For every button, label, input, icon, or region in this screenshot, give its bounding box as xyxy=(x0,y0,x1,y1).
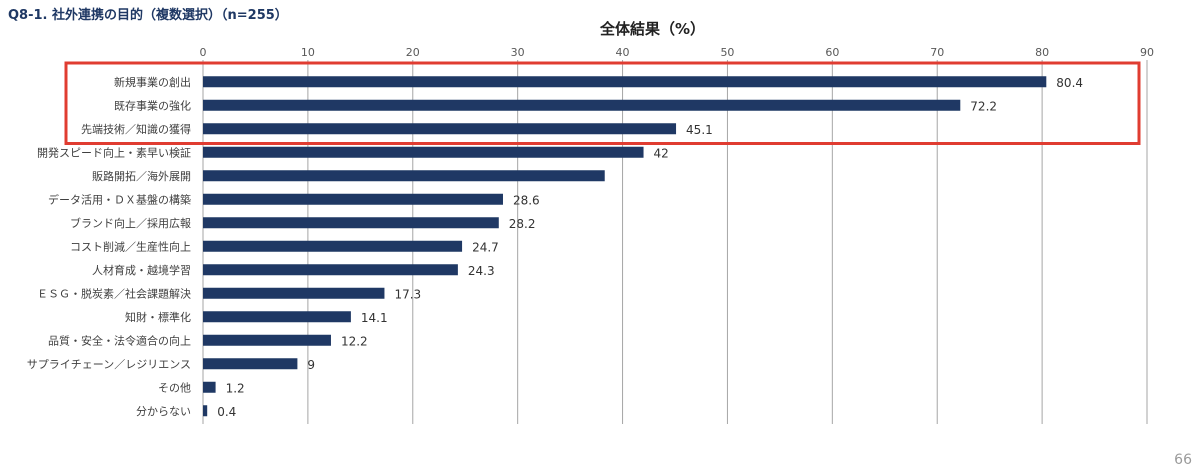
bar xyxy=(203,381,216,393)
category-label: その他 xyxy=(158,381,191,394)
grid-lines xyxy=(202,60,1148,424)
category-label: コスト削減／生産性向上 xyxy=(70,239,191,253)
value-label: 28.2 xyxy=(509,217,536,231)
category-label: 既存事業の強化 xyxy=(114,98,191,112)
bar xyxy=(203,76,1047,88)
category-label: 知財・標準化 xyxy=(125,310,191,324)
value-label: 24.7 xyxy=(472,240,499,254)
value-label: 17.3 xyxy=(394,287,421,301)
x-tick-label: 40 xyxy=(616,46,630,59)
bar xyxy=(203,311,351,323)
bar xyxy=(203,264,458,276)
x-axis-ticks: 0 10 20 30 40 50 60 70 80 90 xyxy=(200,46,1155,59)
category-label: 新規事業の創出 xyxy=(114,75,191,89)
value-label: 24.3 xyxy=(468,264,495,278)
bar xyxy=(203,146,644,158)
category-label: サプライチェーン／レジリエンス xyxy=(27,358,191,371)
x-tick-label: 50 xyxy=(720,46,734,59)
category-label: データ活用・ＤＸ基盤の構築 xyxy=(48,192,191,206)
category-label: ブランド向上／採用広報 xyxy=(70,216,191,230)
bars xyxy=(203,76,1047,417)
category-label: 開発スピード向上・素早い検証 xyxy=(37,145,191,159)
value-label: 9 xyxy=(307,358,315,372)
value-label: 72.2 xyxy=(970,99,997,113)
value-label: 45.1 xyxy=(686,123,713,137)
x-tick-label: 80 xyxy=(1035,46,1049,59)
category-labels: 新規事業の創出既存事業の強化先端技術／知識の獲得開発スピード向上・素早い検証販路… xyxy=(27,75,191,418)
page-number: 66 xyxy=(1174,452,1192,468)
category-label: 販路開拓／海外展開 xyxy=(92,169,191,183)
highlight-box xyxy=(64,61,1141,145)
value-label: 0.4 xyxy=(217,405,236,419)
value-label: 42 xyxy=(654,146,669,160)
value-label: 1.2 xyxy=(226,381,245,395)
x-tick-label: 0 xyxy=(200,46,207,59)
category-label: 品質・安全・法令適合の向上 xyxy=(48,333,191,347)
value-label: 80.4 xyxy=(1056,76,1083,90)
x-tick-label: 90 xyxy=(1140,46,1154,59)
x-tick-label: 30 xyxy=(511,46,525,59)
category-label: 先端技術／知識の獲得 xyxy=(81,122,191,136)
bar xyxy=(203,170,605,182)
x-tick-label: 20 xyxy=(406,46,420,59)
bar xyxy=(203,123,677,135)
category-label: ＥＳＧ・脱炭素／社会課題解決 xyxy=(37,286,191,300)
bar xyxy=(203,334,331,346)
bar xyxy=(203,193,503,205)
bar xyxy=(203,287,385,299)
bar xyxy=(203,217,499,229)
value-labels: 80.4 72.2 45.1 42 28.6 28.2 24.7 24.3 17.3 14.1 12… xyxy=(217,76,1083,419)
bar xyxy=(203,240,463,252)
chart-title: 全体結果（%） xyxy=(600,20,706,38)
x-tick-label: 10 xyxy=(301,46,315,59)
value-label: 28.6 xyxy=(513,193,540,207)
category-label: 人材育成・越境学習 xyxy=(92,263,191,277)
bar xyxy=(203,358,298,370)
page-title: Q8-1. 社外連携の目的（複数選択）（n=255） xyxy=(8,8,288,23)
bar xyxy=(203,405,208,417)
highlight-box xyxy=(64,61,1141,145)
bar xyxy=(203,99,961,111)
x-tick-label: 70 xyxy=(930,46,944,59)
value-label: 12.2 xyxy=(341,334,368,348)
value-label: 14.1 xyxy=(361,311,388,325)
category-label: 分からない xyxy=(136,405,191,418)
x-tick-label: 60 xyxy=(825,46,839,59)
